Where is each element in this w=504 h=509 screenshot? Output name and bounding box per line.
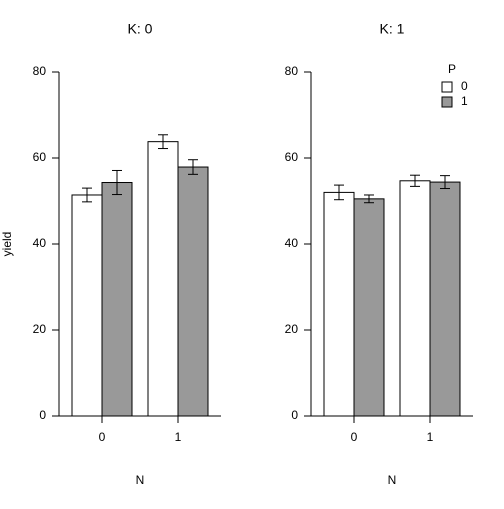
error-bar — [112, 169, 122, 196]
y-tick-label: 60 — [33, 150, 47, 164]
x-tick-label: 0 — [99, 430, 106, 444]
bar — [71, 194, 103, 417]
x-axis-label: N — [136, 473, 145, 487]
error-bar — [334, 184, 344, 201]
legend-label: 1 — [461, 94, 468, 108]
bar — [429, 181, 461, 417]
chart-title: K: 0 — [128, 21, 153, 37]
y-tick-label: 40 — [285, 236, 299, 250]
bar — [399, 180, 431, 417]
y-tick-label: 0 — [39, 408, 46, 422]
legend-label: 0 — [461, 79, 468, 93]
error-bar — [440, 175, 450, 190]
y-axis-label: yield — [0, 232, 14, 257]
x-tick-label: 1 — [427, 430, 434, 444]
y-tick-label: 20 — [285, 322, 299, 336]
error-bar — [188, 159, 198, 175]
x-tick-label: 0 — [351, 430, 358, 444]
legend-swatch — [441, 96, 453, 108]
error-bar — [82, 187, 92, 203]
x-axis-label: N — [388, 473, 397, 487]
y-tick-label: 80 — [285, 64, 299, 78]
bar — [353, 198, 385, 417]
x-tick-label: 1 — [175, 430, 182, 444]
bar — [147, 141, 179, 417]
error-bar — [158, 134, 168, 150]
y-tick-label: 20 — [33, 322, 47, 336]
y-tick-label: 0 — [291, 408, 298, 422]
bar — [323, 191, 355, 417]
bar — [177, 166, 209, 417]
y-tick-label: 40 — [33, 236, 47, 250]
legend-title: P — [448, 62, 456, 76]
bar — [101, 182, 133, 417]
error-bar — [364, 194, 374, 204]
y-tick-label: 80 — [33, 64, 47, 78]
chart-title: K: 1 — [380, 21, 405, 37]
error-bar — [410, 174, 420, 187]
y-tick-label: 60 — [285, 150, 299, 164]
legend-swatch — [441, 81, 453, 93]
